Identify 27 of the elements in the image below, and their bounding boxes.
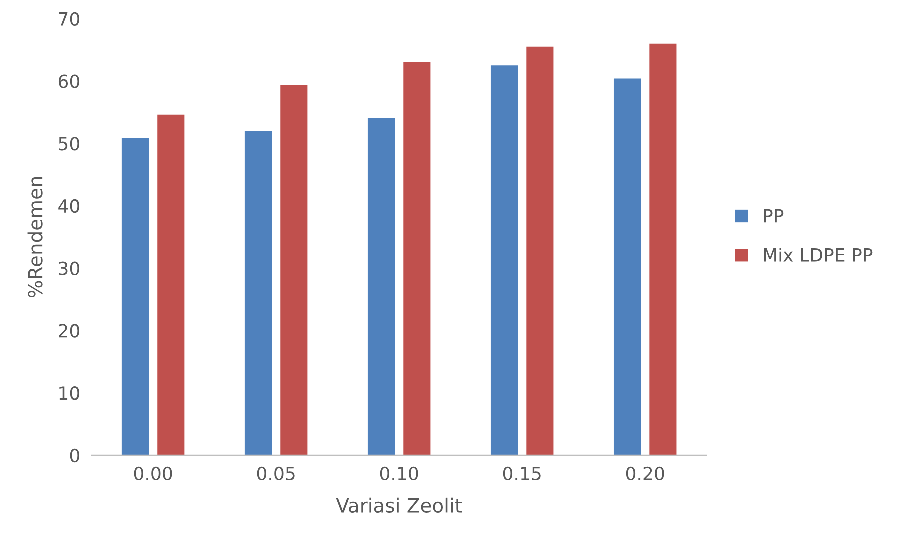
y-tick-label: 70 xyxy=(59,12,80,26)
y-tick-label: 40 xyxy=(58,199,80,214)
bar xyxy=(404,62,431,456)
x-tick-label: 0.10 xyxy=(380,466,418,481)
y-tick-label: 50 xyxy=(59,137,80,151)
bar xyxy=(490,66,518,456)
bar xyxy=(526,46,554,456)
x-tick-label: 0.15 xyxy=(503,466,541,481)
y-tick-label: 60 xyxy=(58,74,80,88)
bar xyxy=(244,131,272,456)
legend-label: PP xyxy=(764,209,784,223)
bar xyxy=(368,118,396,456)
y-tick-label: 10 xyxy=(60,386,80,400)
bar xyxy=(122,138,149,456)
x-tick-label: 0.20 xyxy=(626,466,664,481)
bar xyxy=(614,78,642,456)
bar xyxy=(280,84,308,456)
x-axis-title: Variasi Zeolit xyxy=(336,498,462,513)
bar xyxy=(158,114,185,456)
x-tick-label: 0.05 xyxy=(257,466,295,481)
bar xyxy=(650,44,677,456)
x-tick-label: 0.00 xyxy=(134,466,172,481)
y-tick-label: 30 xyxy=(59,262,80,276)
y-tick-label: 20 xyxy=(59,324,80,338)
y-tick-label: 0 xyxy=(70,448,80,463)
y-axis-title: %Rendemen xyxy=(28,177,43,298)
legend-label: Mix LDPE PP xyxy=(764,248,873,262)
